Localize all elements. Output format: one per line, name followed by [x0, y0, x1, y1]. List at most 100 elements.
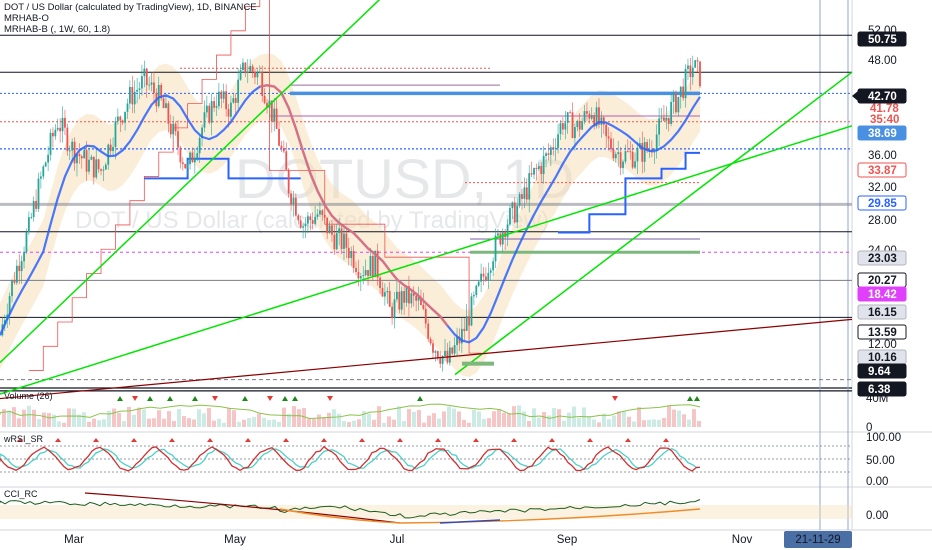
candle-body — [198, 137, 201, 154]
price-tick-label: 12.00 — [868, 339, 897, 351]
price-tag-text: 42.70 — [868, 91, 897, 103]
candle-body — [655, 134, 658, 152]
candle-body — [578, 120, 581, 130]
volume-bar — [672, 409, 676, 427]
volume-bar — [642, 420, 646, 427]
candle-body — [37, 178, 40, 209]
price-axis[interactable]: 52.0048.0036.0032.0028.0024.0012.0050.75… — [852, 25, 907, 522]
volume-bar — [622, 411, 626, 427]
volume-bar — [677, 410, 681, 427]
candle-body — [321, 210, 324, 216]
candle-body — [27, 217, 30, 233]
candle-body — [256, 72, 259, 78]
signal-up-arrow — [167, 396, 173, 401]
candle-body — [424, 308, 427, 324]
volume-bar — [222, 422, 226, 427]
candle-body — [25, 232, 28, 252]
candle-body — [172, 123, 175, 135]
candle-body — [523, 187, 526, 200]
chart-title: DOT / US Dollar (calculated by TradingVi… — [4, 2, 257, 13]
candle-body — [15, 265, 18, 283]
volume-bar — [507, 413, 511, 427]
candle-body — [540, 165, 543, 174]
time-tick-label: Sep — [557, 534, 577, 546]
rsi-signal-mark — [663, 438, 669, 442]
candle-body — [499, 233, 502, 245]
candle-body — [552, 147, 555, 149]
candle-body — [331, 225, 333, 235]
wrsi-axis-label: 0.00 — [866, 476, 888, 488]
candle-body — [193, 157, 196, 163]
candle-body — [530, 173, 533, 175]
candle-body — [381, 287, 384, 297]
candle-body — [249, 66, 252, 72]
price-pane[interactable] — [0, 0, 853, 400]
price-tag-text: 13.59 — [868, 327, 897, 339]
green-marker — [462, 361, 494, 366]
price-tag — [857, 381, 907, 397]
volume-bar — [127, 406, 131, 427]
volume-bar — [192, 419, 196, 427]
rsi-signal-mark — [625, 438, 631, 442]
volume-bar — [237, 421, 241, 427]
cci-pane[interactable] — [0, 492, 852, 524]
time-axis[interactable]: Mar May Jul Sep Nov 21-11-29 — [64, 531, 852, 548]
rsi-signal-mark — [169, 438, 175, 442]
candle-body — [383, 292, 386, 297]
candle-body — [343, 233, 345, 249]
price-tag-text: 38.69 — [868, 128, 897, 140]
candle-body — [328, 225, 331, 234]
price-tick-label: 32.00 — [868, 182, 897, 194]
price-tag-text: 10.16 — [868, 352, 897, 364]
volume-pane[interactable] — [0, 396, 701, 427]
candle-body — [174, 123, 177, 132]
volume-bar — [97, 420, 101, 427]
indicator-label-2: MRHAB-B (, 1W, 60, 1.8) — [4, 24, 111, 35]
price-tag-text: 41.78 — [870, 103, 899, 115]
candle-body — [11, 280, 13, 297]
candle-body — [549, 147, 552, 155]
candle-body — [420, 297, 422, 305]
volume-bar — [227, 408, 231, 427]
candle-body — [386, 291, 389, 293]
candle-body — [675, 93, 677, 113]
candle-body — [429, 338, 432, 344]
candle-body — [448, 347, 451, 363]
volume-bar — [197, 409, 201, 427]
candle-body — [203, 112, 206, 128]
volume-bar — [117, 412, 121, 427]
candle-body — [71, 141, 74, 151]
candle-body — [357, 271, 360, 279]
price-tag — [857, 363, 907, 379]
volume-bar — [292, 406, 296, 427]
signal-up-arrow — [694, 396, 700, 401]
candle-body — [97, 159, 100, 170]
price-tag-text: 18.42 — [868, 289, 897, 301]
signal-up-arrow — [147, 396, 153, 401]
candle-body — [32, 200, 35, 218]
candle-body — [30, 217, 33, 218]
volume-bar — [432, 413, 436, 427]
candle-body — [186, 164, 189, 169]
volume-bar — [427, 415, 431, 427]
candle-body — [465, 316, 468, 331]
candle-body — [263, 95, 266, 103]
volume-bar — [162, 418, 166, 427]
wrsi-pane[interactable] — [0, 438, 852, 473]
volume-bar — [522, 411, 526, 427]
candle-body — [460, 328, 463, 344]
candle-body — [485, 276, 487, 281]
candle-body — [614, 154, 617, 159]
price-tag-text: 33.87 — [868, 165, 897, 177]
volume-bar — [387, 416, 391, 427]
signal-up-arrow — [117, 396, 123, 401]
candle-body — [670, 101, 673, 124]
volume-bar — [657, 419, 661, 427]
price-tag — [857, 304, 907, 320]
volume-bar — [277, 421, 281, 427]
candle-body — [405, 286, 408, 303]
candle-body — [258, 71, 261, 73]
price-tag-text: 6.38 — [868, 384, 891, 396]
candle-body — [521, 194, 523, 200]
